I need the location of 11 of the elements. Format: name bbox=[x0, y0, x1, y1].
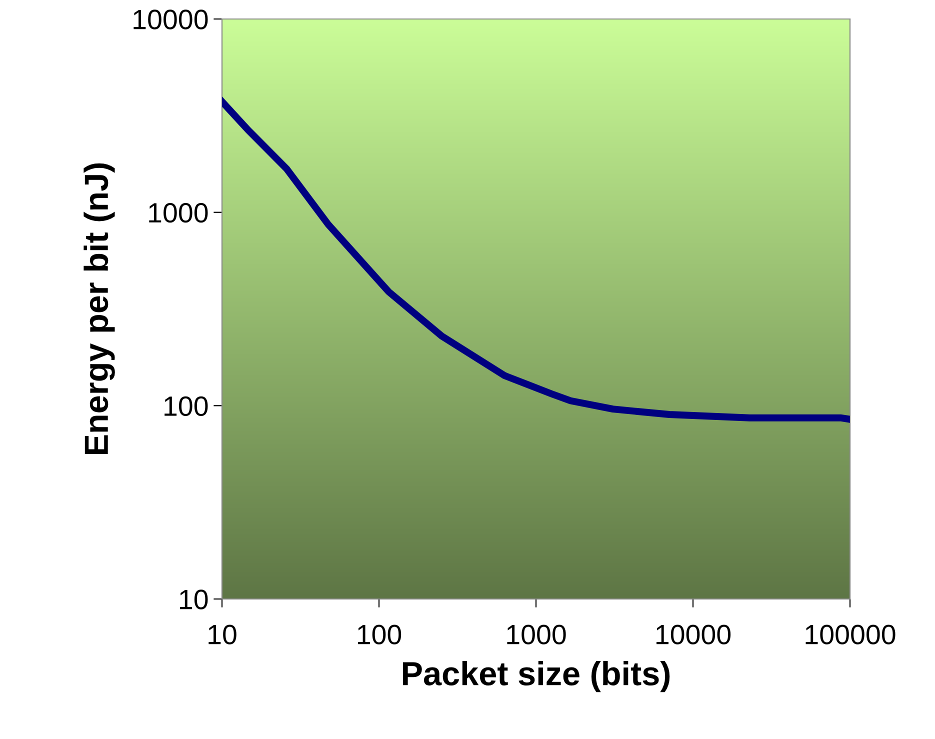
x-tick-label: 100000 bbox=[806, 624, 896, 644]
y-tick-label: 100 bbox=[164, 396, 208, 416]
x-axis-title: Packet size (bits) bbox=[403, 661, 670, 692]
y-axis-title: Energy per bit (nJ) bbox=[84, 163, 115, 454]
x-tick-label: 10000 bbox=[656, 624, 731, 644]
x-tick-label: 10 bbox=[208, 624, 236, 644]
y-tick-label: 10 bbox=[180, 590, 208, 610]
x-tick-label: 1000 bbox=[507, 624, 566, 644]
y-tick-label: 1000 bbox=[149, 203, 208, 223]
x-tick-label: 100 bbox=[358, 624, 402, 644]
y-tick-label: 10000 bbox=[134, 10, 208, 30]
